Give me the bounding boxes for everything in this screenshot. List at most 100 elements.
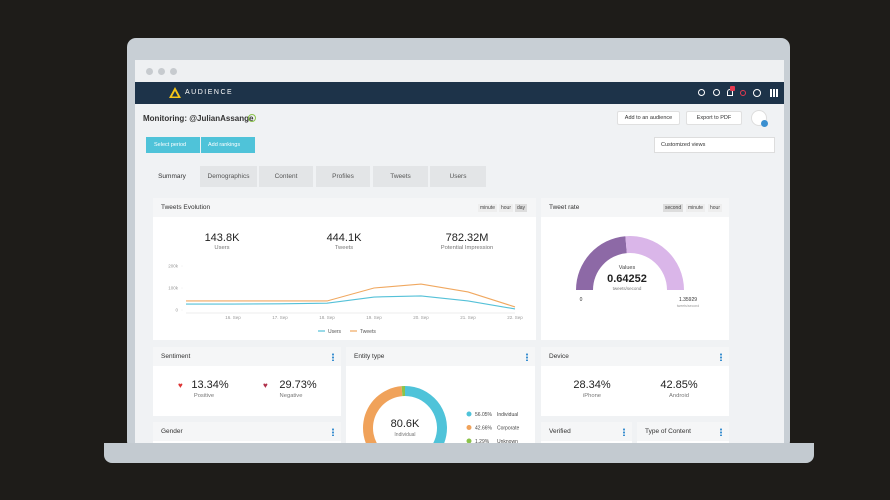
panel-header bbox=[541, 422, 632, 441]
panel-title: Tweet rate bbox=[549, 204, 580, 211]
gauge-value-arc bbox=[576, 236, 627, 290]
device-value: 42.85% bbox=[660, 379, 698, 391]
window-dot bbox=[146, 68, 153, 75]
panel-title: Gender bbox=[161, 428, 183, 435]
avatar-badge bbox=[761, 120, 768, 127]
tab[interactable]: Content bbox=[259, 166, 313, 187]
favorites-icon[interactable] bbox=[740, 90, 746, 96]
screen: AUDIENCE Monitoring: @JulianAssange Add … bbox=[135, 60, 784, 443]
stat-value: 444.1K bbox=[326, 232, 362, 244]
help-icon[interactable] bbox=[248, 114, 256, 122]
legend-value: 1.29% bbox=[475, 439, 490, 443]
page-title: Monitoring: @JulianAssange bbox=[143, 114, 254, 123]
stat-label: Potential Impression bbox=[440, 245, 494, 251]
logo bbox=[169, 87, 181, 98]
views-dropdown[interactable]: Customized views bbox=[654, 137, 775, 153]
menu-icon[interactable] bbox=[332, 428, 334, 436]
action-button[interactable]: Export to PDF bbox=[686, 111, 742, 125]
laptop-base bbox=[104, 443, 814, 463]
legend-dot bbox=[466, 411, 472, 417]
menu-icon[interactable] bbox=[623, 428, 625, 436]
add-rankings-button[interactable]: Add rankings bbox=[201, 137, 255, 153]
device-label: iPhone bbox=[582, 393, 602, 399]
donut-total: 80.6K bbox=[391, 418, 420, 430]
gauge-min: 0 bbox=[580, 297, 583, 303]
x-tick-label: 18. Sep bbox=[319, 315, 335, 320]
panel-header bbox=[541, 347, 729, 366]
x-tick-label: 16. Sep bbox=[225, 315, 241, 320]
tab[interactable]: Tweets bbox=[373, 166, 428, 187]
panel-title: Entity type bbox=[354, 353, 385, 360]
sentiment-value: 29.73% bbox=[279, 379, 317, 391]
x-tick-label: 22. Sep bbox=[507, 315, 523, 320]
tab[interactable]: Demographics bbox=[200, 166, 257, 187]
gauge-value: 0.64252 bbox=[607, 273, 647, 285]
content-type-panel: Type of Content bbox=[637, 422, 729, 443]
tab[interactable]: Users bbox=[430, 166, 486, 187]
menu-icon[interactable] bbox=[720, 428, 722, 436]
nav-icon[interactable] bbox=[698, 89, 705, 96]
device-label: Android bbox=[669, 393, 689, 399]
donut-slice bbox=[405, 386, 447, 443]
legend-label: Individual bbox=[497, 412, 518, 418]
nav-bar: AUDIENCE bbox=[135, 82, 784, 104]
panel-title: Device bbox=[549, 353, 569, 360]
tweet-rate-panel: Tweet rate second minute hour bbox=[541, 198, 729, 340]
period-option[interactable]: minute bbox=[478, 204, 498, 212]
gauge-unit: tweets/second bbox=[613, 286, 642, 291]
panel-header bbox=[637, 422, 729, 441]
apps-icon[interactable] bbox=[770, 89, 778, 97]
panel-title: Sentiment bbox=[161, 353, 191, 360]
legend-dot bbox=[466, 438, 472, 443]
period-option[interactable]: hour bbox=[708, 204, 723, 212]
gauge-rest-arc bbox=[625, 236, 684, 290]
menu-icon[interactable] bbox=[720, 353, 722, 361]
settings-icon[interactable] bbox=[753, 89, 761, 97]
legend-label: Unknown bbox=[497, 439, 518, 443]
x-tick-label: 17. Sep bbox=[272, 315, 288, 320]
stat-value: 143.8K bbox=[204, 232, 240, 244]
x-tick-label: 19. Sep bbox=[366, 315, 382, 320]
device-panel: Device 28.34% iPhone 42.85% Android bbox=[541, 347, 729, 416]
window-dot bbox=[170, 68, 177, 75]
stat-label: Users bbox=[214, 245, 230, 251]
heart-icon: ♥ bbox=[178, 381, 183, 390]
gender-panel: Gender bbox=[153, 422, 341, 443]
menu-icon[interactable] bbox=[526, 353, 528, 361]
broken-heart-icon: ♥ bbox=[263, 381, 268, 390]
nav-icon[interactable] bbox=[713, 89, 720, 96]
browser-chrome bbox=[135, 60, 784, 82]
donut-total-label: Individual bbox=[394, 432, 415, 438]
line-series bbox=[186, 295, 516, 310]
y-tick-label: 200k bbox=[168, 264, 179, 269]
panel-header bbox=[541, 198, 729, 217]
legend-label: Tweets bbox=[360, 329, 376, 335]
sentiment-value: 13.34% bbox=[191, 379, 229, 391]
panel-header bbox=[153, 347, 341, 366]
stat-label: Tweets bbox=[334, 245, 354, 251]
x-tick-label: 20. Sep bbox=[413, 315, 429, 320]
menu-icon[interactable] bbox=[332, 353, 334, 361]
legend-value: 56.05% bbox=[475, 412, 493, 418]
tab[interactable]: Profiles bbox=[316, 166, 370, 187]
sentiment-label: Positive bbox=[193, 393, 215, 399]
panel-header bbox=[153, 422, 341, 441]
x-tick-label: 21. Sep bbox=[460, 315, 476, 320]
legend-value: 42.66% bbox=[475, 425, 493, 431]
donut-slice bbox=[401, 386, 405, 397]
brand[interactable]: AUDIENCE bbox=[185, 89, 234, 96]
select-period-button[interactable]: Select period bbox=[146, 137, 200, 153]
legend-label: Corporate bbox=[497, 425, 519, 431]
period-option[interactable]: hour bbox=[499, 204, 514, 212]
panel-header bbox=[153, 198, 536, 217]
gauge-label: Values bbox=[619, 265, 636, 271]
tab[interactable]: Summary bbox=[146, 166, 198, 187]
period-option[interactable]: minute bbox=[686, 204, 706, 212]
panel-title: Verified bbox=[549, 428, 571, 435]
action-button[interactable]: Add to an audience bbox=[617, 111, 680, 125]
legend-dot bbox=[466, 425, 472, 430]
period-option[interactable]: day bbox=[515, 204, 528, 212]
period-option[interactable]: second bbox=[663, 204, 684, 212]
window-dot bbox=[158, 68, 165, 75]
